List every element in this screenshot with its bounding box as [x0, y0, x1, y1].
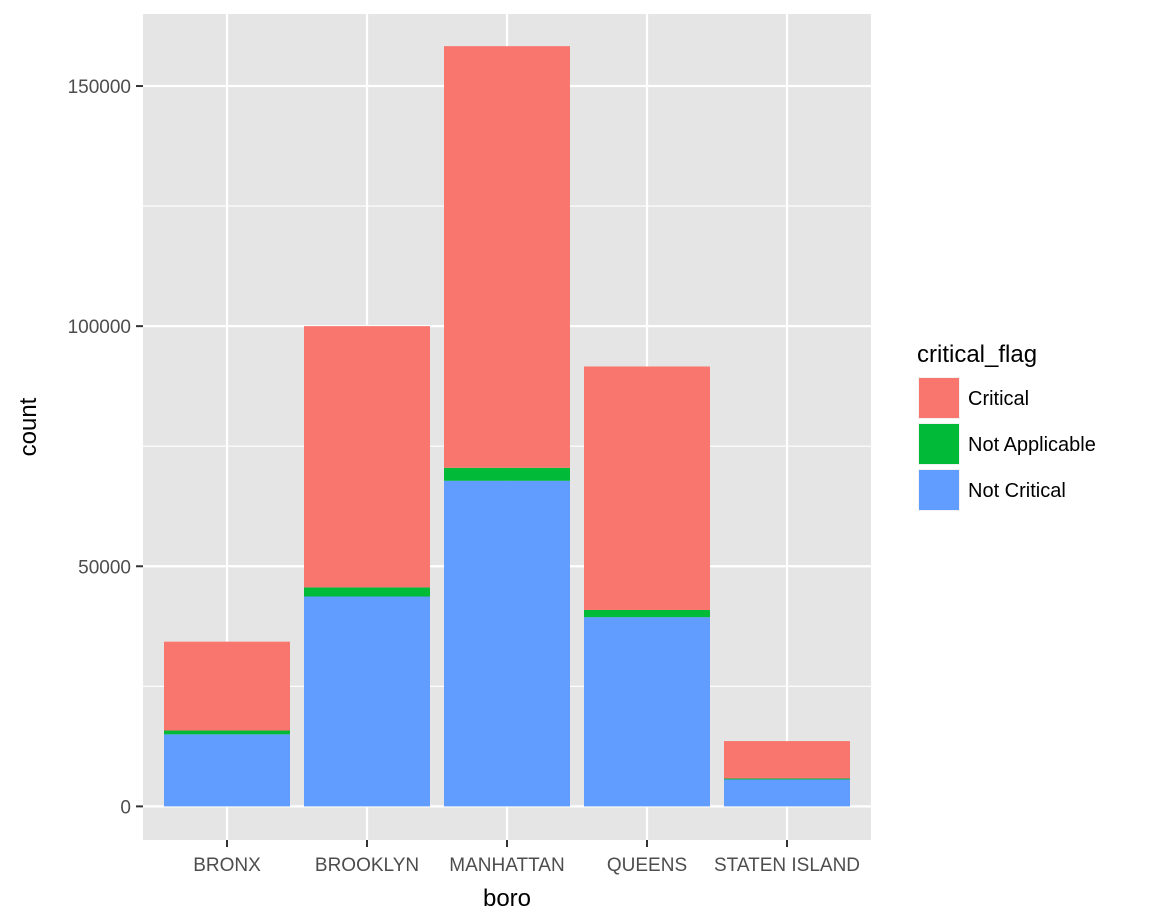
bars — [164, 46, 850, 807]
legend-key — [919, 424, 959, 464]
bar-segment — [164, 730, 290, 735]
bar-segment — [444, 467, 570, 481]
bar-segment — [164, 641, 290, 731]
legend-key — [919, 378, 959, 418]
x-tick-label: MANHATTAN — [449, 855, 564, 876]
bar-segment — [164, 734, 290, 807]
x-tick-label: BRONX — [193, 855, 261, 876]
bar-segment — [444, 46, 570, 468]
bar-segment — [304, 587, 430, 597]
x-tick-label: STATEN ISLAND — [714, 855, 860, 876]
legend-label: Not Applicable — [968, 434, 1096, 456]
bar-segment — [304, 326, 430, 588]
bar-segment — [584, 366, 710, 610]
bar-segment — [584, 617, 710, 807]
bar-segment — [584, 609, 710, 618]
y-tick-label: 100000 — [68, 317, 131, 338]
bar-segment — [444, 480, 570, 807]
y-tick-label: 0 — [120, 797, 131, 818]
bar-segment — [724, 779, 850, 807]
legend-title: critical_flag — [917, 341, 1037, 368]
x-axis-title: boro — [483, 885, 531, 912]
bar-segment — [724, 741, 850, 779]
y-tick-label: 150000 — [68, 77, 131, 98]
x-tick-label: BROOKLYN — [315, 855, 419, 876]
y-tick-label: 50000 — [78, 557, 131, 578]
bar-segment — [724, 778, 850, 780]
legend-label: Not Critical — [968, 480, 1066, 502]
legend-key — [919, 470, 959, 510]
legend: critical_flag Critical Not Applicable Not … — [917, 341, 1096, 511]
y-axis-title: count — [15, 397, 42, 456]
y-axis: 0 50000 100000 150000 — [68, 77, 143, 818]
legend-label: Critical — [968, 388, 1029, 410]
bar-segment — [304, 596, 430, 807]
x-axis: BRONX BROOKLYN MANHATTAN QUEENS STATEN ISLAN… — [193, 840, 860, 876]
x-tick-label: QUEENS — [607, 855, 687, 876]
